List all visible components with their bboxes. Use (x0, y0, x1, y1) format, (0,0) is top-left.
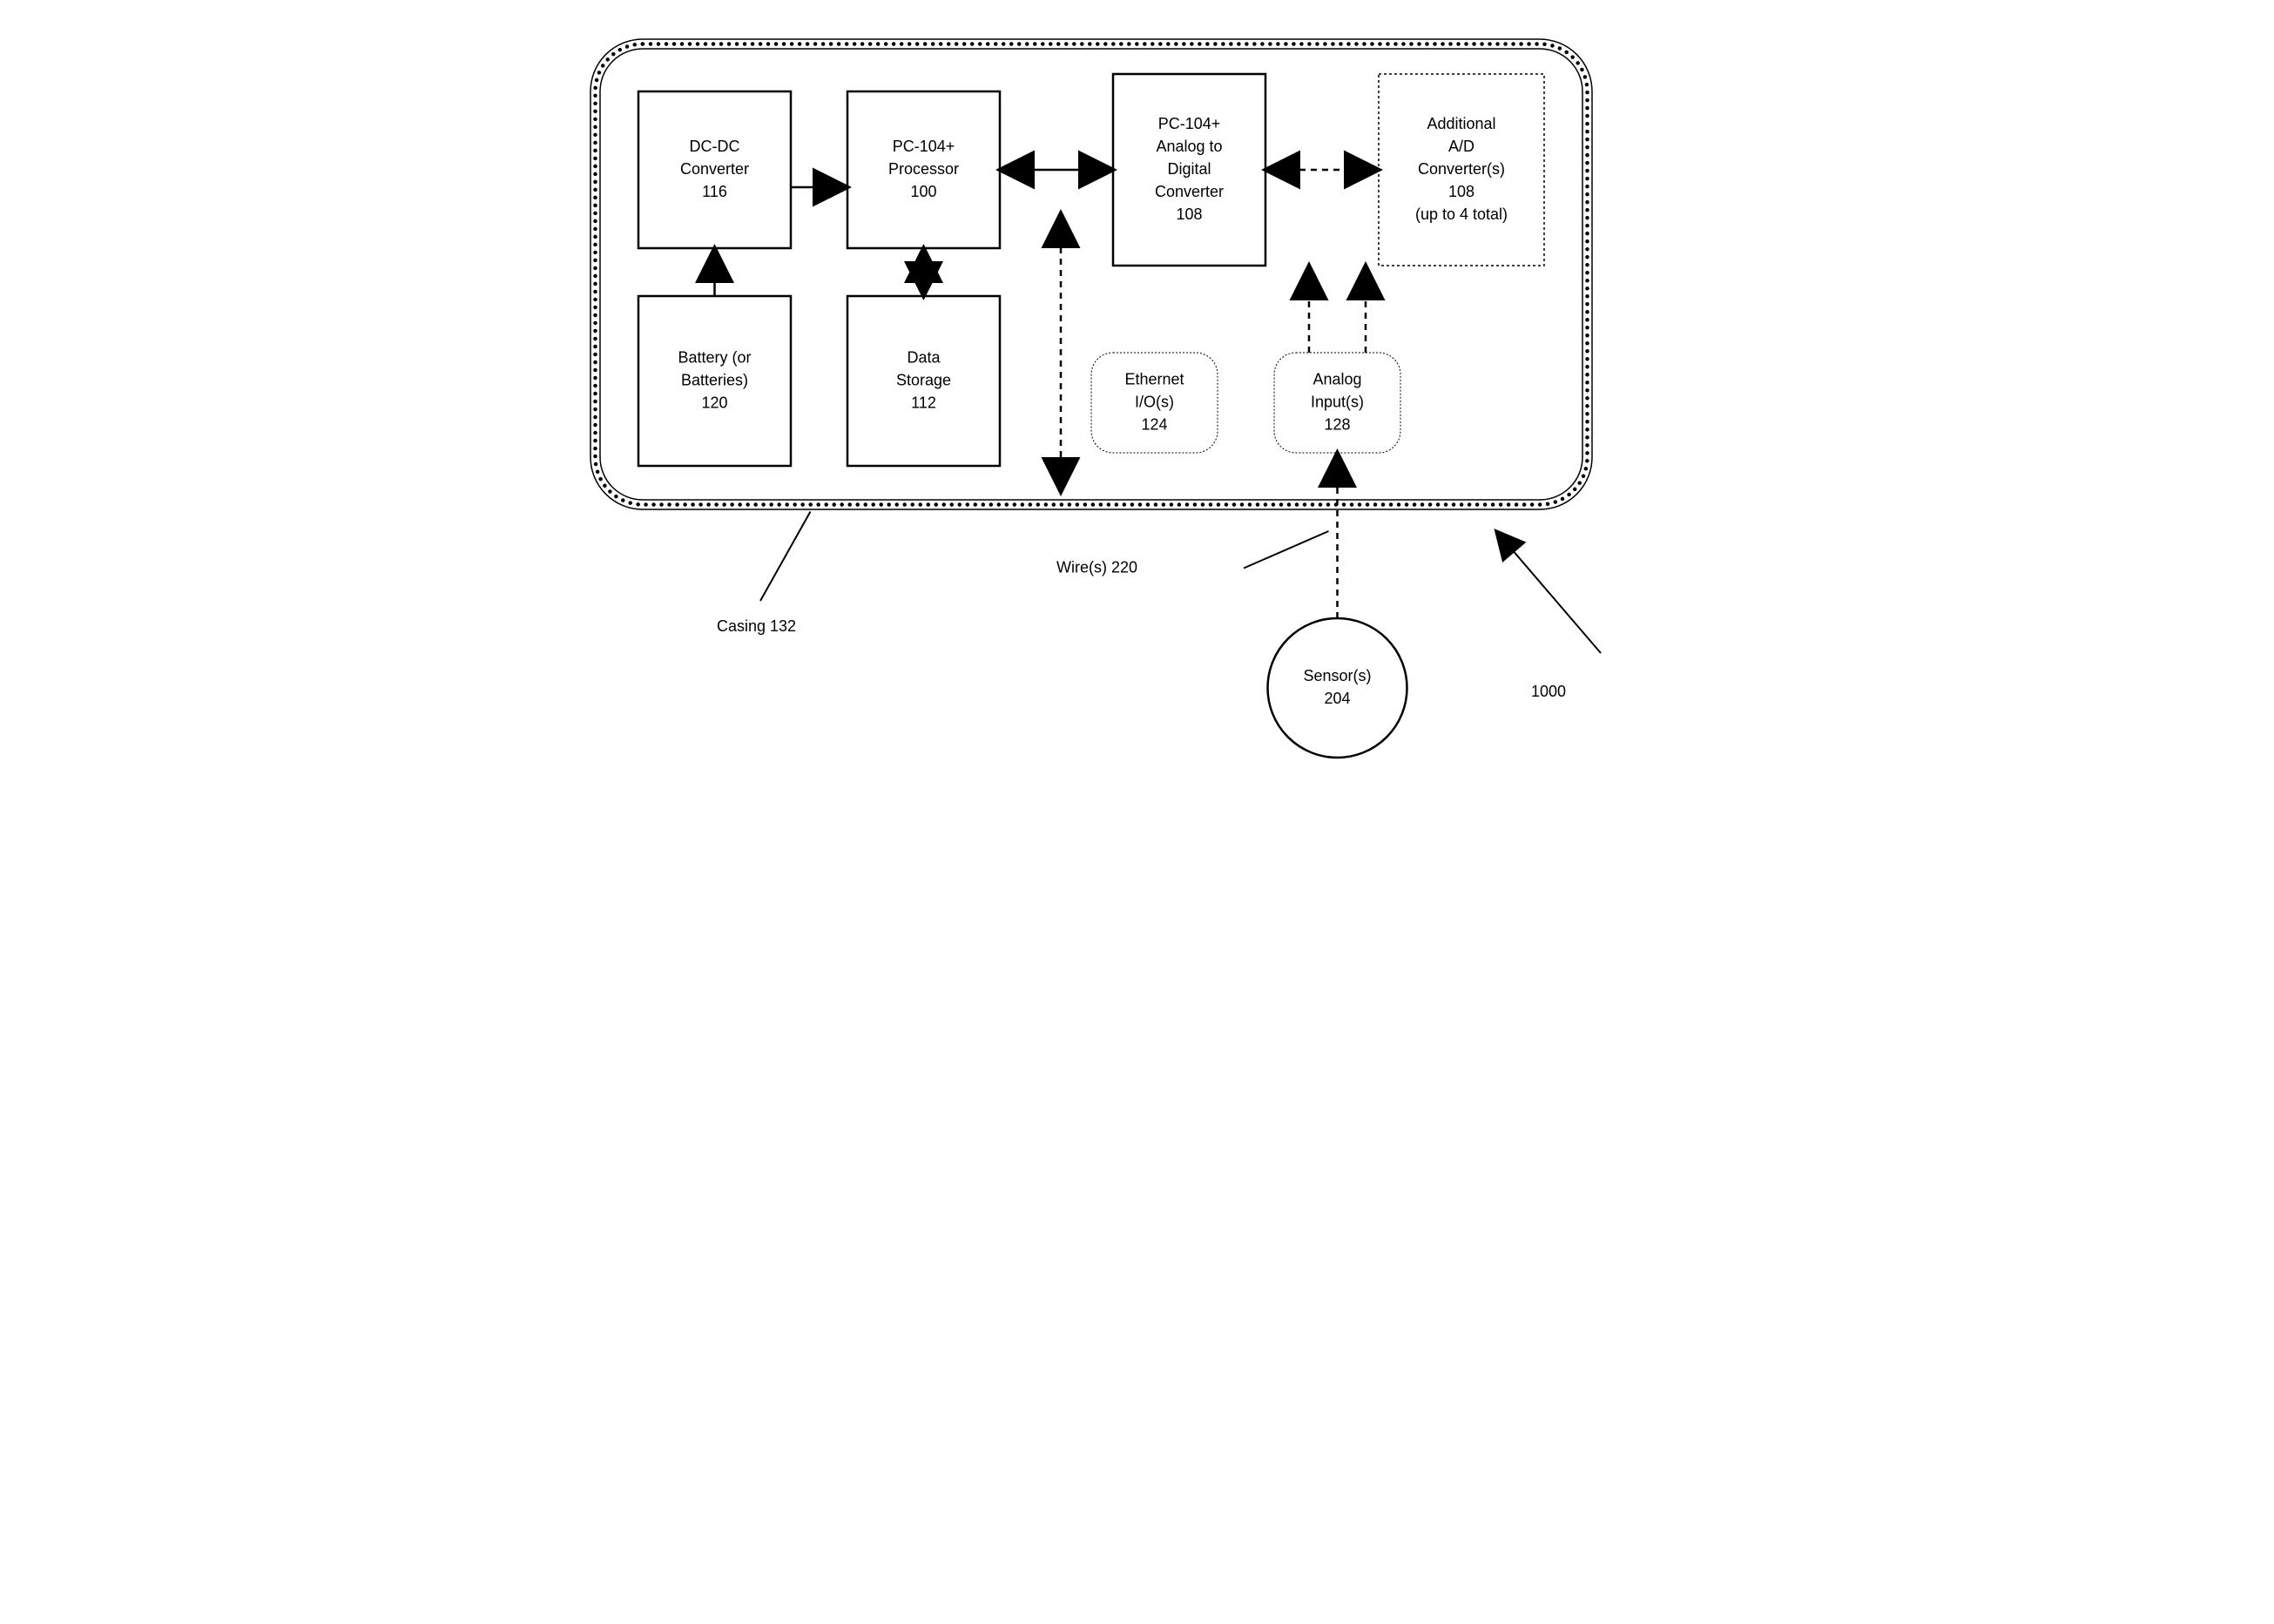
label-wire: Wire(s) 220 (1056, 559, 1137, 576)
figure-leader (1496, 531, 1601, 653)
label-figure: 1000 (1531, 683, 1566, 700)
sensor-circle (1267, 618, 1407, 758)
box-addl-label: AdditionalA/DConverter(s)108(up to 4 tot… (1415, 115, 1508, 223)
diagram-container: DC-DCConverter116PC-104+Processor100PC-1… (17, 17, 2257, 830)
casing-leader (760, 512, 811, 602)
label-casing: Casing 132 (717, 617, 796, 635)
wire-leader (1244, 531, 1329, 569)
